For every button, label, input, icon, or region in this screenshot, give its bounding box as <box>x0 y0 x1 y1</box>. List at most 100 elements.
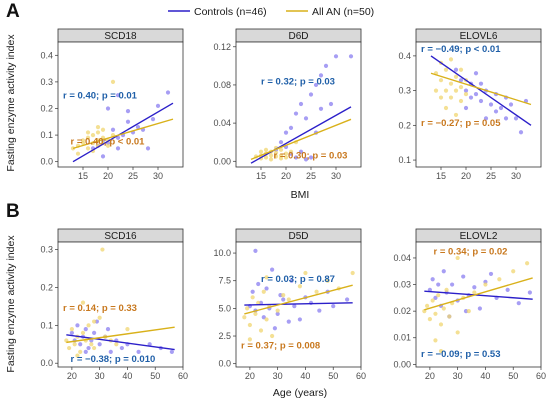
facet-strip-title: ELOVL6 <box>460 31 498 42</box>
controls-point <box>97 342 102 347</box>
controls-point <box>281 297 286 302</box>
an-point <box>441 306 446 311</box>
y-tick-label: 0.4 <box>398 51 411 61</box>
an-point <box>253 311 258 317</box>
an-point <box>438 78 444 83</box>
controls-regression-line <box>72 102 174 163</box>
controls-point <box>297 317 302 322</box>
controls-point <box>83 327 88 332</box>
y-tick-label: 0.04 <box>393 253 411 263</box>
controls-point <box>145 146 151 151</box>
y-tick-label: 0.1 <box>40 320 53 330</box>
an-point <box>92 345 97 351</box>
controls-point <box>272 326 277 331</box>
an-point <box>92 319 97 324</box>
x-tick-label: 30 <box>153 171 163 181</box>
an-regression-line <box>66 326 175 344</box>
an-point <box>264 317 269 322</box>
plot-area <box>57 41 184 168</box>
an-point <box>105 143 111 148</box>
an-point <box>433 88 439 93</box>
an-point <box>90 132 96 138</box>
x-tick-label: 50 <box>508 371 518 381</box>
controls-point <box>105 327 111 332</box>
an-point <box>278 147 284 152</box>
y-tick-label: 0.4 <box>40 50 53 60</box>
an-point <box>268 157 274 162</box>
y-tick-label: 0.01 <box>393 333 411 343</box>
x-tick-label: 30 <box>511 171 521 181</box>
row-b-letter: B <box>6 201 20 222</box>
an-point <box>250 295 255 300</box>
y-tick-label: 5.0 <box>218 303 231 313</box>
an-point <box>453 88 459 93</box>
controls-correlation-label: r = −0.38; p = 0.010 <box>71 354 156 365</box>
controls-point <box>278 140 284 145</box>
controls-point <box>253 248 258 253</box>
an-point <box>258 328 264 333</box>
controls-point <box>298 101 304 107</box>
y-tick-label: 7.5 <box>218 276 231 286</box>
an-point <box>443 105 449 111</box>
facet-panel-d5d: D5D 0.0 2.5 5.0 7.5 10.0 20 30 40 50 60 r = 0.03; p… <box>213 228 366 381</box>
an-point <box>433 311 438 316</box>
controls-point <box>472 285 477 290</box>
controls-point <box>110 127 116 132</box>
controls-point <box>468 95 474 100</box>
controls-point <box>493 109 499 114</box>
controls-point <box>115 93 121 98</box>
controls-point <box>83 349 88 354</box>
an-point <box>75 151 81 156</box>
an-point <box>275 308 280 313</box>
controls-point <box>69 330 74 336</box>
x-tick-label: 20 <box>281 171 291 181</box>
controls-point <box>323 63 329 68</box>
facet-panels: SCD18 0.0 0.1 0.2 0.3 0.4 15 20 25 30 r = 0.40; p … <box>40 28 546 381</box>
controls-point <box>100 154 106 159</box>
an-point <box>100 247 105 252</box>
an-point <box>278 156 284 161</box>
controls-point <box>441 269 446 274</box>
an-point <box>72 342 77 347</box>
controls-point <box>288 125 294 130</box>
an-point <box>314 289 319 294</box>
an-correlation-label: r = 0.37; p = 0.008 <box>241 340 320 351</box>
row-a-xlabel: BMI <box>291 189 310 201</box>
an-point <box>114 342 119 347</box>
x-tick-label: 20 <box>461 171 471 181</box>
an-point <box>69 327 74 332</box>
an-point <box>80 138 86 143</box>
y-tick-label: 0.02 <box>393 306 411 316</box>
an-point <box>110 79 116 84</box>
an-correlation-label: r = 0.34; p = 0.02 <box>434 247 508 258</box>
an-point <box>125 327 130 332</box>
y-tick-label: 0.00 <box>393 359 411 369</box>
x-tick-label: 20 <box>425 371 435 381</box>
an-point <box>67 345 72 351</box>
y-tick-label: 0.03 <box>393 280 411 290</box>
controls-regression-line <box>250 106 352 164</box>
an-point <box>436 293 441 298</box>
an-point <box>443 67 449 72</box>
an-point <box>433 338 438 343</box>
controls-point <box>115 146 121 151</box>
controls-regression-line <box>430 55 532 126</box>
facet-strip-title: SCD16 <box>104 231 137 242</box>
controls-regression-line <box>424 290 533 300</box>
an-regression-line <box>250 118 352 161</box>
x-tick-label: 15 <box>78 171 88 181</box>
controls-correlation-label: r = −0.49; p < 0.01 <box>421 44 501 55</box>
an-point <box>261 289 266 294</box>
x-tick-label: 40 <box>122 371 132 381</box>
controls-point <box>155 103 161 108</box>
legend: Controls (n=46) All AN (n=50) <box>168 6 374 18</box>
controls-point <box>308 155 314 160</box>
controls-point <box>345 297 350 302</box>
an-point <box>458 98 464 104</box>
controls-point <box>75 323 80 328</box>
facet-strip-title: SCD18 <box>104 31 137 42</box>
controls-point <box>463 88 469 93</box>
controls-point <box>308 92 314 97</box>
x-tick-label: 15 <box>256 171 266 181</box>
controls-point <box>165 90 171 95</box>
